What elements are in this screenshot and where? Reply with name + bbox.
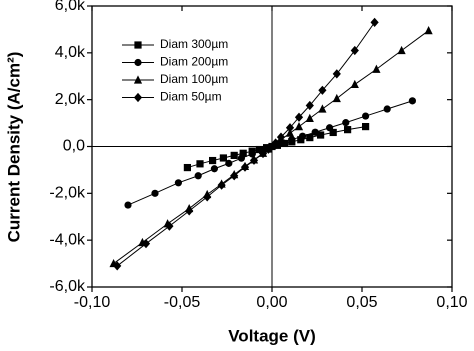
- marker: [288, 136, 296, 144]
- marker: [276, 132, 286, 142]
- marker: [305, 113, 314, 122]
- y-tick-label: -2,0k: [49, 185, 86, 202]
- marker: [342, 119, 350, 127]
- marker: [203, 192, 212, 202]
- marker: [249, 155, 259, 165]
- legend-marker: [134, 58, 142, 67]
- marker: [318, 104, 327, 113]
- marker: [424, 25, 433, 35]
- marker: [285, 128, 295, 137]
- legend-label: Diam 100µm: [160, 72, 228, 86]
- marker: [151, 189, 159, 197]
- marker: [362, 112, 370, 120]
- marker: [210, 165, 218, 173]
- marker: [294, 112, 304, 122]
- y-tick-label: 6,0k: [55, 0, 86, 14]
- legend-label: Diam 50µm: [160, 90, 222, 104]
- marker: [141, 239, 151, 249]
- marker: [332, 69, 341, 79]
- marker: [306, 134, 314, 142]
- marker: [217, 180, 226, 190]
- marker: [209, 156, 217, 165]
- marker: [305, 100, 314, 111]
- marker: [372, 64, 381, 73]
- marker: [362, 122, 370, 131]
- marker: [350, 45, 359, 56]
- marker: [165, 221, 174, 231]
- y-tick-label: -4,0k: [49, 231, 86, 248]
- marker: [248, 150, 256, 158]
- y-tick-label: 0,0: [63, 138, 85, 155]
- marker: [239, 149, 247, 157]
- marker: [258, 148, 268, 159]
- y-tick-label: -6,0k: [49, 278, 86, 295]
- marker: [383, 105, 391, 113]
- marker: [225, 159, 233, 167]
- marker: [294, 121, 304, 131]
- y-tick-label: 4,0k: [55, 44, 86, 61]
- legend-label: Diam 200µm: [160, 55, 228, 69]
- marker: [240, 162, 250, 172]
- marker: [344, 126, 352, 134]
- marker: [408, 97, 416, 105]
- marker: [124, 201, 132, 209]
- y-axis-label: Current Density (A/cm²): [4, 52, 23, 243]
- marker: [397, 45, 406, 55]
- x-tick-label: 0,00: [256, 294, 287, 311]
- x-tick-label: -0,05: [164, 294, 201, 311]
- y-tick-label: 2,0k: [55, 91, 86, 108]
- marker: [194, 172, 202, 180]
- legend-marker: [133, 75, 143, 84]
- marker: [350, 79, 359, 89]
- marker: [219, 154, 227, 162]
- marker: [230, 171, 239, 181]
- marker: [196, 160, 204, 168]
- marker: [174, 179, 182, 187]
- legend-marker: [134, 41, 142, 49]
- marker: [318, 85, 327, 95]
- x-tick-label: -0,10: [74, 294, 111, 311]
- marker: [230, 151, 238, 159]
- marker: [329, 128, 337, 137]
- x-axis-label: Voltage (V): [228, 326, 316, 345]
- marker: [311, 128, 319, 136]
- series-line: [116, 22, 376, 267]
- legend-marker: [133, 92, 143, 103]
- legend-label: Diam 300µm: [160, 37, 228, 51]
- x-tick-label: 0,10: [436, 294, 467, 311]
- series-line: [127, 100, 413, 206]
- marker: [237, 154, 245, 162]
- marker: [317, 131, 325, 139]
- x-tick-label: 0,05: [346, 294, 377, 311]
- marker: [183, 163, 191, 172]
- marker: [113, 261, 122, 271]
- marker: [370, 17, 379, 27]
- marker: [285, 123, 295, 133]
- marker: [297, 136, 305, 144]
- marker: [332, 93, 341, 103]
- marker: [326, 124, 334, 132]
- marker: [185, 206, 194, 216]
- marker: [299, 132, 307, 140]
- marker: [271, 138, 280, 148]
- marker: [264, 144, 273, 154]
